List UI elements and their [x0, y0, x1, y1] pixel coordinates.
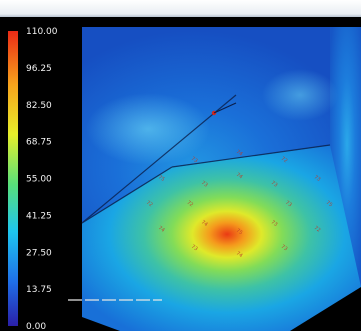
- colorbar: [8, 31, 18, 326]
- heatmap-chart: 110.00 96.25 82.50 68.75 55.00 41.25 27.50 13.7…: [8, 27, 361, 331]
- sensor-label: 73: [313, 174, 322, 183]
- sensor-label: 75: [157, 174, 166, 183]
- colorbar-tick-label: 0.00: [26, 322, 46, 331]
- sensor-label: 74: [235, 251, 244, 260]
- sensor-label: 74: [157, 225, 166, 234]
- back-wall-glow: [86, 93, 210, 165]
- sensor-label: 73: [284, 200, 293, 209]
- sensor-label: 74: [235, 149, 244, 158]
- sensor-label: 73: [190, 156, 199, 165]
- sensor-label: 73: [200, 180, 209, 189]
- heatmap-panel: 110.00 96.25 82.50 68.75 55.00 41.25 27.50 13.7…: [0, 17, 361, 331]
- right-wall-glow: [262, 69, 338, 121]
- sensor-label: 72: [280, 156, 289, 165]
- sensor-label: 72: [145, 200, 154, 209]
- heat-source-line: [213, 102, 237, 114]
- colorbar-tick-label: 13.75: [26, 285, 52, 295]
- sensor-label: 75: [235, 228, 244, 237]
- colorbar-tick-label: 110.00: [26, 27, 58, 37]
- sensor-label: 74: [200, 219, 209, 228]
- sensor-label: 74: [235, 172, 244, 181]
- sensor-label: 72: [313, 225, 322, 234]
- floor: [82, 145, 361, 331]
- colorbar-tick-label: 82.50: [26, 101, 52, 111]
- colorbar-tick-label: 41.25: [26, 211, 52, 221]
- sensor-label: 72: [186, 200, 195, 209]
- colorbar-tick-label: 27.50: [26, 248, 52, 258]
- colorbar-tick-label: 68.75: [26, 138, 52, 148]
- sensor-label: 75: [325, 200, 334, 209]
- sensor-label: 73: [190, 244, 199, 253]
- colorbar-tick-label: 55.00: [26, 175, 52, 185]
- sensor-label: 73: [270, 180, 279, 189]
- sensor-label: 73: [280, 244, 289, 253]
- sensor-label: 73: [270, 219, 279, 228]
- room-edges: [81, 94, 331, 224]
- colorbar-tick-label: 96.25: [26, 64, 52, 74]
